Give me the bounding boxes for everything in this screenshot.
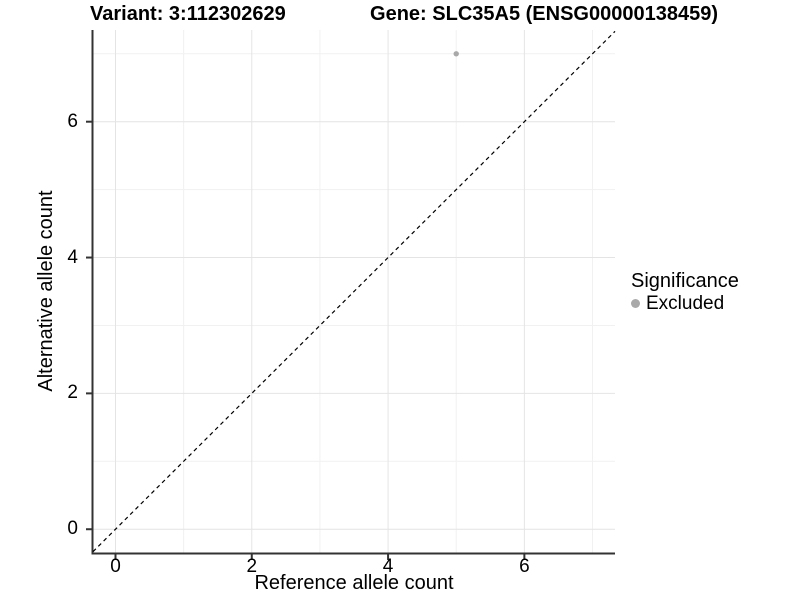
- legend-item: Excluded: [631, 293, 739, 314]
- y-tick-label: 2: [67, 382, 78, 404]
- y-axis-title: Alternative allele count: [35, 190, 57, 392]
- y-tick-label: 4: [67, 246, 78, 268]
- legend-items: Excluded: [631, 293, 739, 314]
- plot-title-variant: Variant: 3:112302629: [90, 3, 286, 25]
- plot-title-gene: Gene: SLC35A5 (ENSG00000138459): [370, 3, 718, 25]
- legend-title: Significance: [631, 270, 739, 292]
- legend-item-label: Excluded: [646, 293, 725, 314]
- x-tick-label: 2: [246, 556, 258, 577]
- legend: Significance Excluded: [631, 270, 739, 314]
- x-axis-title: Reference allele count: [254, 572, 454, 594]
- x-tick-label: 6: [519, 556, 530, 577]
- x-tick-label: 4: [382, 556, 394, 577]
- legend-key-dot-icon: [631, 299, 640, 308]
- y-tick-label: 0: [67, 518, 78, 540]
- x-tick-label: 0: [110, 556, 121, 577]
- identity-reference-line: [92, 30, 616, 553]
- y-tick-label: 6: [67, 110, 78, 132]
- data-point: [453, 51, 459, 57]
